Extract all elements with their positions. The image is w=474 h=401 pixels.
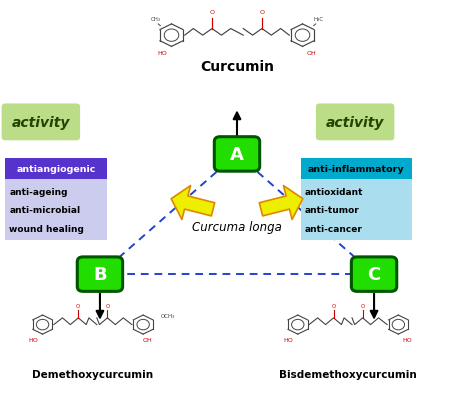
Text: anti-ageing: anti-ageing [9, 187, 68, 196]
Text: HO: HO [403, 337, 412, 342]
Text: anti-inflammatory: anti-inflammatory [308, 164, 405, 173]
Text: OH: OH [142, 337, 152, 342]
Text: CH₃: CH₃ [151, 16, 161, 22]
Text: O: O [105, 303, 109, 308]
Ellipse shape [85, 287, 114, 293]
Text: Bisdemethoxycurcumin: Bisdemethoxycurcumin [279, 369, 417, 379]
Ellipse shape [222, 167, 252, 173]
Text: H₃C: H₃C [313, 16, 323, 22]
Text: anti-microbial: anti-microbial [9, 206, 80, 215]
FancyBboxPatch shape [214, 138, 260, 172]
FancyBboxPatch shape [316, 104, 394, 141]
Text: HO: HO [283, 337, 293, 342]
Text: OCH₃: OCH₃ [160, 313, 175, 318]
Text: O: O [361, 303, 365, 308]
Text: HO: HO [157, 51, 167, 56]
Text: Curcumin: Curcumin [200, 60, 274, 74]
Text: B: B [93, 265, 107, 284]
Text: activity: activity [12, 115, 70, 130]
Text: OH: OH [307, 51, 317, 56]
Text: wound healing: wound healing [9, 225, 84, 233]
Text: antioxidant: antioxidant [305, 187, 363, 196]
FancyBboxPatch shape [351, 257, 397, 292]
Text: O: O [76, 303, 81, 308]
Text: O: O [331, 303, 336, 308]
Text: O: O [259, 10, 264, 15]
Text: antiangiogenic: antiangiogenic [17, 164, 96, 173]
Text: A: A [230, 146, 244, 164]
Text: Curcuma longa: Curcuma longa [192, 220, 282, 233]
Text: C: C [367, 265, 381, 284]
FancyBboxPatch shape [77, 257, 123, 292]
Bar [5, 158, 107, 241]
Text: Demethoxycurcumin: Demethoxycurcumin [32, 369, 154, 379]
Text: anti-cancer: anti-cancer [305, 225, 363, 233]
Bar [301, 158, 412, 241]
Ellipse shape [360, 287, 389, 293]
Text: activity: activity [326, 115, 384, 130]
FancyBboxPatch shape [1, 104, 80, 141]
Bar [301, 158, 412, 179]
Text: HO: HO [28, 337, 38, 342]
Bar [5, 158, 107, 179]
Text: anti-tumor: anti-tumor [305, 206, 359, 215]
Text: O: O [210, 10, 215, 15]
